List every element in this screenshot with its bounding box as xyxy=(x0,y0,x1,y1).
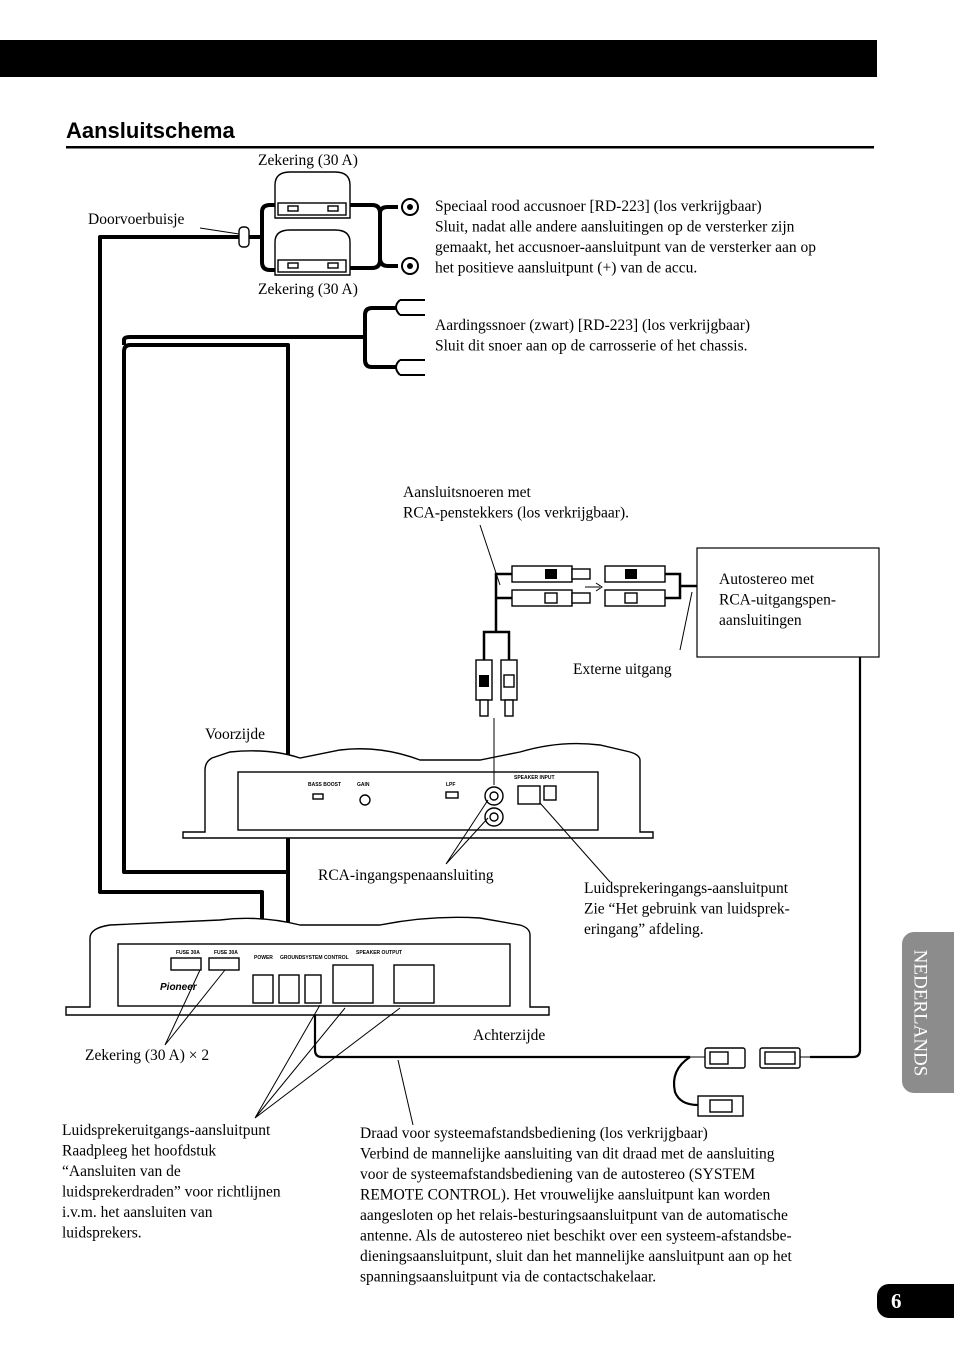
label-line: antenne. Als de autostereo niet beschikt… xyxy=(360,1228,792,1245)
label-line: RCA-uitgangspen- xyxy=(719,592,836,609)
label-line: luidsprekers. xyxy=(62,1225,142,1242)
label-line: Sluit dit snoer aan op de carrosserie of… xyxy=(435,338,748,355)
head-unit-box xyxy=(696,547,880,658)
panel-markings: BASS BOOST GAIN LPF SPEAKER INPUT FUSE 30A FU… xyxy=(160,775,555,993)
label-line: Externe uitgang xyxy=(573,661,672,678)
label-line: eringang” afdeling. xyxy=(584,921,704,938)
label-line: Zekering (30 A) xyxy=(258,152,358,169)
label-line: Verbind de mannelijke aansluiting van di… xyxy=(360,1146,775,1163)
label-line: RCA-ingangspenaansluiting xyxy=(318,867,494,884)
connectors xyxy=(690,1047,810,1117)
label-line: aangesloten op het relais-besturingsaans… xyxy=(360,1207,788,1224)
panel-text: SPEAKER INPUT xyxy=(514,775,555,781)
label-line: Sluit, nadat alle andere aansluitingen o… xyxy=(435,219,795,236)
leader-lines xyxy=(164,227,693,1126)
label-line: Voorzijde xyxy=(205,726,265,743)
panel-text: LPF xyxy=(446,782,455,788)
panel-text: SPEAKER OUTPUT xyxy=(356,950,402,956)
page-number-tab xyxy=(877,1284,954,1318)
panel-text: FUSE 30A xyxy=(214,950,238,956)
label-line: “Aansluiten van de xyxy=(62,1163,181,1180)
label-line: Achterzijde xyxy=(473,1027,545,1044)
label-line: Autostereo met xyxy=(719,571,815,588)
labels: Zekering (30 A) Doorvoerbuisje Speciaal ro… xyxy=(62,152,836,1286)
label-line: spanningsaansluitpunt via de contactscha… xyxy=(360,1269,656,1286)
label-line: RCA-penstekkers (los verkrijgbaar). xyxy=(403,505,629,522)
label-line: voor de systeemafstandsbediening van de … xyxy=(360,1166,755,1183)
label-line: het positieve aansluitpunt (+) van de ac… xyxy=(435,260,697,277)
rear-amplifier xyxy=(65,916,550,1016)
label-line: aansluitingen xyxy=(719,612,802,629)
side-tab xyxy=(902,932,954,1093)
panel-text: BASS BOOST xyxy=(308,782,341,788)
title: Aansluitschema xyxy=(66,118,235,143)
label-line: gemaakt, het accusnoer-aansluitpunt van … xyxy=(435,239,816,256)
panel-text: POWER xyxy=(254,955,273,961)
label-line: luidsprekerdraden” voor richtlijnen xyxy=(62,1184,281,1201)
page-number: 6 xyxy=(891,1289,902,1313)
label-line: Aansluitsnoeren met xyxy=(403,484,532,501)
fuses xyxy=(238,171,425,376)
label-line: Zekering (30 A) × 2 xyxy=(85,1047,209,1064)
panel-text: FUSE 30A xyxy=(176,950,200,956)
panel-text: GAIN xyxy=(357,782,370,788)
label-line: i.v.m. het aansluiten van xyxy=(62,1204,213,1221)
label-line: Luidsprekeruitgangs-aansluitpunt xyxy=(62,1122,271,1139)
label-line: REMOTE CONTROL). Het vrouwelijke aanslui… xyxy=(360,1187,770,1204)
panel-text: Pioneer xyxy=(160,982,198,993)
rca-plugs xyxy=(475,565,666,717)
header-bar xyxy=(0,40,877,77)
label-line: Draad voor systeemafstandsbediening (los… xyxy=(360,1125,708,1142)
label-line: Doorvoerbuisje xyxy=(88,211,185,228)
label-line: Zie “Het gebruink van luidsprek- xyxy=(584,901,790,918)
panel-text: SYSTEM CONTROL xyxy=(302,955,349,961)
label-line: dieningsaansluitpunt, sluit dan het mann… xyxy=(360,1248,792,1265)
label-line: Raadpleeg het hoofdstuk xyxy=(62,1143,216,1160)
label-line: Zekering (30 A) xyxy=(258,281,358,298)
side-tab-label: NEDERLANDS xyxy=(910,950,931,1077)
label-line: Luidsprekeringangs-aansluitpunt xyxy=(584,880,789,897)
front-amplifier xyxy=(182,742,654,839)
panel-text: GROUND xyxy=(280,955,303,961)
label-line: Aardingssnoer (zwart) [RD-223] (los verk… xyxy=(435,317,750,334)
title-rule xyxy=(66,146,874,149)
label-line: Speciaal rood accusnoer [RD-223] (los ve… xyxy=(435,198,762,215)
